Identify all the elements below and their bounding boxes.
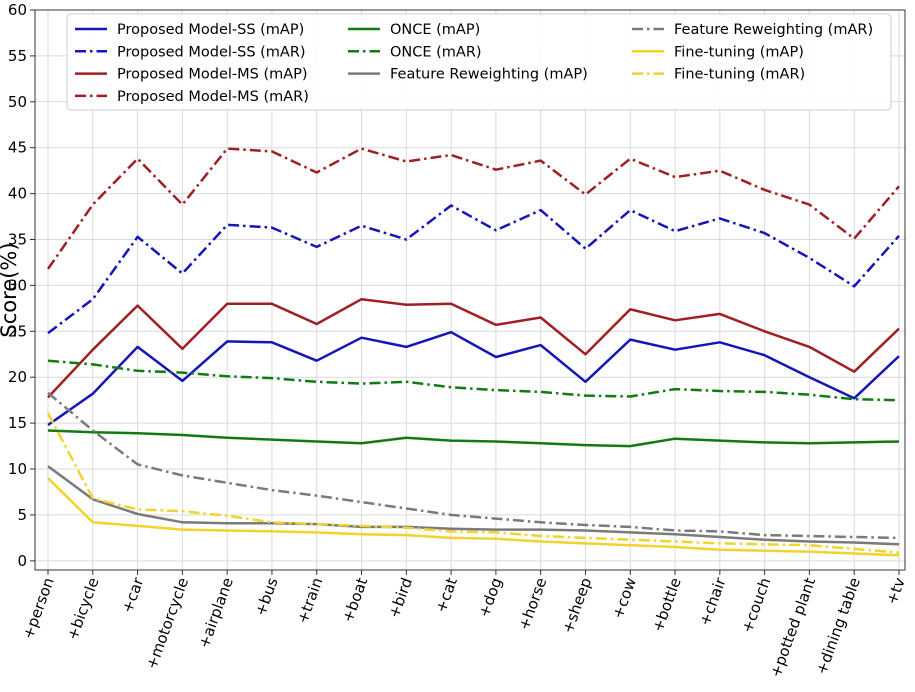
x-tick-label: +airplane (195, 575, 237, 650)
y-axis: 0 5 10 15 20 25 30 35 40 45 50 55 60 (8, 1, 35, 570)
x-tick-label: +bottle (649, 575, 685, 634)
y-tick-label: 10 (8, 460, 27, 478)
legend-box (66, 13, 892, 111)
y-axis-label: Score(%) (0, 242, 21, 337)
x-tick-label: +boat (339, 575, 372, 625)
x-tick-label: +dining table (812, 575, 864, 677)
x-tick-label: +potted plant (766, 575, 819, 680)
y-tick-label: 30 (8, 276, 27, 294)
x-tick-label: +cow (609, 575, 640, 621)
x-tick-label: +cat (432, 575, 461, 615)
y-tick-label: 35 (8, 231, 27, 249)
legend-label: ONCE (mAR) (390, 44, 482, 60)
series-line-5 (47, 359, 900, 402)
x-tick-label: +motorcycle (142, 575, 192, 671)
x-tick-label: +bus (251, 575, 281, 618)
y-tick-label: 55 (8, 47, 27, 65)
x-axis: +person +bicycle +car+motorcycle +airplane +… (19, 570, 909, 680)
y-tick-label: 0 (17, 552, 27, 570)
x-tick-label: +chair (696, 574, 730, 628)
plot-frame (34, 9, 906, 571)
legend-label: Fine-tuning (mAR) (674, 67, 805, 83)
series-line-6 (47, 465, 900, 546)
x-tick-label: +sheep (559, 575, 596, 636)
y-tick-label: 60 (8, 1, 27, 19)
series-line-7 (47, 391, 900, 540)
series-line-0 (47, 330, 900, 427)
series-line-8 (47, 477, 900, 557)
legend-label: Proposed Model-SS (mAR) (117, 44, 306, 60)
legend-label: Feature Reweighting (mAR) (674, 22, 873, 38)
x-tick-label: +horse (515, 575, 551, 632)
legend-label: Proposed Model-MS (mAP) (117, 67, 308, 83)
x-tick-label: +bird (385, 575, 416, 620)
x-tick-label: +car (118, 574, 148, 615)
x-tick-label: +person (19, 575, 58, 641)
x-tick-label: +bicycle (63, 575, 102, 642)
legend: Proposed Model-SS (mAP) Proposed Model-SS… (66, 13, 892, 111)
series-line-9 (46, 412, 900, 554)
x-tick-label: +tv (882, 575, 908, 607)
legend-label: Proposed Model-SS (mAP) (117, 22, 304, 38)
y-tick-label: 25 (8, 322, 27, 340)
y-tick-label: 5 (17, 506, 27, 524)
y-tick-label: 40 (8, 185, 27, 203)
legend-label: Feature Reweighting (mAP) (390, 67, 588, 83)
y-tick-label: 20 (8, 368, 27, 386)
legend-label: Fine-tuning (mAP) (674, 44, 804, 60)
x-tick-label: +couch (738, 575, 775, 635)
series-layer (46, 147, 900, 557)
y-tick-label: 15 (8, 414, 27, 432)
series-line-2 (47, 297, 900, 399)
y-tick-label: 45 (8, 139, 27, 157)
legend-label: ONCE (mAP) (390, 22, 480, 38)
legend-label: Proposed Model-MS (mAR) (117, 89, 309, 105)
x-tick-label: +dog (475, 575, 506, 619)
series-line-3 (46, 147, 900, 270)
series-line-4 (47, 429, 900, 448)
series-line-1 (47, 204, 900, 335)
x-tick-label: +train (293, 575, 326, 626)
y-tick-label: 50 (8, 93, 27, 111)
